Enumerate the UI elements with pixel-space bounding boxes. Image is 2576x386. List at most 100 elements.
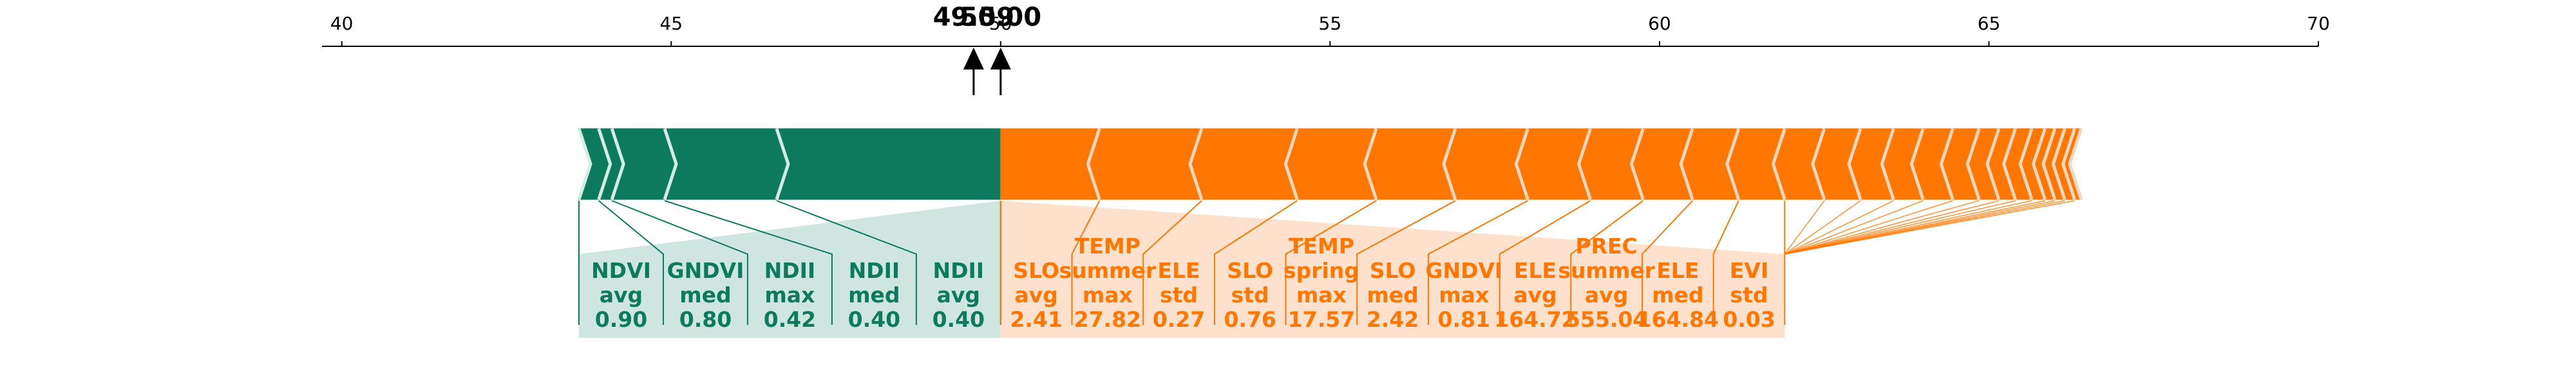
negative-feature-label: ELE (1157, 258, 1200, 283)
negative-separator (1880, 128, 1895, 200)
negative-feature-label: max (1296, 282, 1347, 308)
negative-feature-label: summer (1059, 258, 1157, 283)
negative-feature-label: med (1652, 282, 1703, 308)
negative-separator (1629, 128, 1645, 200)
negative-bar-segment (1364, 128, 1456, 200)
feature-labels: NDVIavg0.90GNDVImed0.80NDIImax0.42NDIIme… (591, 234, 1776, 332)
base-value-label: 49.59 (933, 3, 1015, 32)
negative-separator (1577, 128, 1592, 200)
tick-label: 50 (989, 13, 1012, 34)
negative-connector-minor (1785, 200, 2075, 255)
negative-separator (1985, 128, 2001, 200)
tick-label: 70 (2307, 13, 2330, 34)
negative-separator (1679, 128, 1694, 200)
positive-feature-label: med (679, 282, 731, 308)
positive-bar-segment (776, 128, 1001, 200)
positive-feature-label: 0.42 (764, 307, 816, 332)
base-marker-arrow (963, 48, 984, 69)
negative-feature-label: EVI (1730, 258, 1768, 283)
positive-connector (776, 200, 917, 325)
negative-feature-label: PREC (1575, 234, 1637, 259)
positive-feature-label: NDII (849, 258, 900, 283)
negative-feature-label: std (1160, 282, 1198, 308)
output-marker-arrow (990, 48, 1011, 69)
negative-separator (2041, 128, 2057, 200)
positive-connector (611, 200, 748, 325)
negative-feature-label: std (1231, 282, 1269, 308)
positive-band (579, 201, 1001, 338)
positive-feature-label: 0.90 (595, 307, 647, 332)
negative-separator (1965, 128, 1981, 200)
negative-feature-label: TEMP (1075, 234, 1141, 259)
negative-feature-label: 27.82 (1074, 307, 1141, 332)
positive-separator (577, 128, 592, 200)
positive-connector (664, 200, 833, 325)
negative-connector (1570, 200, 1643, 325)
positive-feature-label: NDVI (591, 258, 651, 283)
negative-separator (2051, 128, 2067, 200)
tick-label: 45 (659, 13, 683, 34)
positive-separator (610, 128, 625, 200)
negative-bar-segment (1000, 128, 1100, 200)
negative-feature-label: SLO (1227, 258, 1273, 283)
negative-connector (1071, 200, 1101, 325)
negative-separator (1847, 128, 1862, 200)
negative-feature-label: 164.84 (1637, 307, 1719, 332)
negative-connector (1427, 200, 1528, 325)
negative-feature-label: med (1367, 282, 1418, 308)
negative-feature-label: 164.72 (1494, 307, 1576, 332)
negative-connector-minor (1785, 200, 2016, 255)
positive-feature-label: max (764, 282, 815, 308)
negative-separator (1086, 128, 1101, 200)
tick-label: 65 (1978, 13, 2001, 34)
positive-separator (597, 128, 612, 200)
negative-feature-label: SLO (1013, 258, 1059, 283)
positive-feature-label: 0.40 (933, 307, 985, 332)
positive-bar-segment (664, 128, 789, 200)
negative-bar-segment (1285, 128, 1377, 200)
negative-connector-minor (1784, 200, 1825, 255)
negative-feature-label: ELE (1514, 258, 1557, 283)
positive-feature-label: GNDVI (667, 258, 744, 283)
negative-connector (1641, 200, 1693, 325)
positive-feature-label: 0.40 (848, 307, 900, 332)
negative-connector-minor (1785, 200, 1999, 255)
positive-separator (775, 128, 790, 200)
negative-separator (1811, 128, 1826, 200)
negative-separator (2018, 128, 2034, 200)
positive-feature-label: 0.80 (679, 307, 732, 332)
negative-feature-label: 0.81 (1438, 307, 1490, 332)
negative-feature-label: 555.04 (1566, 307, 1647, 332)
label-bands (578, 200, 2075, 338)
negative-connector-minor (1784, 200, 1861, 255)
negative-separator (1442, 128, 1457, 200)
negative-separator (2002, 128, 2017, 200)
positive-separator (663, 128, 678, 200)
negative-feature-label: 0.03 (1723, 307, 1775, 332)
negative-connector-minor (1785, 200, 1953, 255)
negative-feature-label: 2.41 (1010, 307, 1062, 332)
negative-feature-label: max (1439, 282, 1489, 308)
positive-feature-label: NDII (764, 258, 816, 283)
negative-bar-segment (1189, 128, 1298, 200)
negative-separator (1909, 128, 1925, 200)
negative-separator (2061, 128, 2076, 200)
positive-feature-label: NDII (933, 258, 985, 283)
positive-feature-label: avg (937, 282, 980, 308)
tick-label: 55 (1319, 13, 1342, 34)
negative-separator (2031, 128, 2047, 200)
force-bars (577, 128, 2083, 200)
negative-connector (1285, 200, 1377, 325)
negative-separator (1939, 128, 1955, 200)
negative-feature-label: SLO (1370, 258, 1416, 283)
negative-connector-minor (1784, 200, 1894, 255)
negative-feature-label: 17.57 (1288, 307, 1355, 332)
negative-connector-minor (1785, 200, 1980, 255)
tick-label: 60 (1648, 13, 1671, 34)
negative-separator (1514, 128, 1530, 200)
negative-bar-segment (1087, 128, 1202, 200)
negative-feature-label: 2.42 (1367, 307, 1419, 332)
negative-separator (1188, 128, 1204, 200)
